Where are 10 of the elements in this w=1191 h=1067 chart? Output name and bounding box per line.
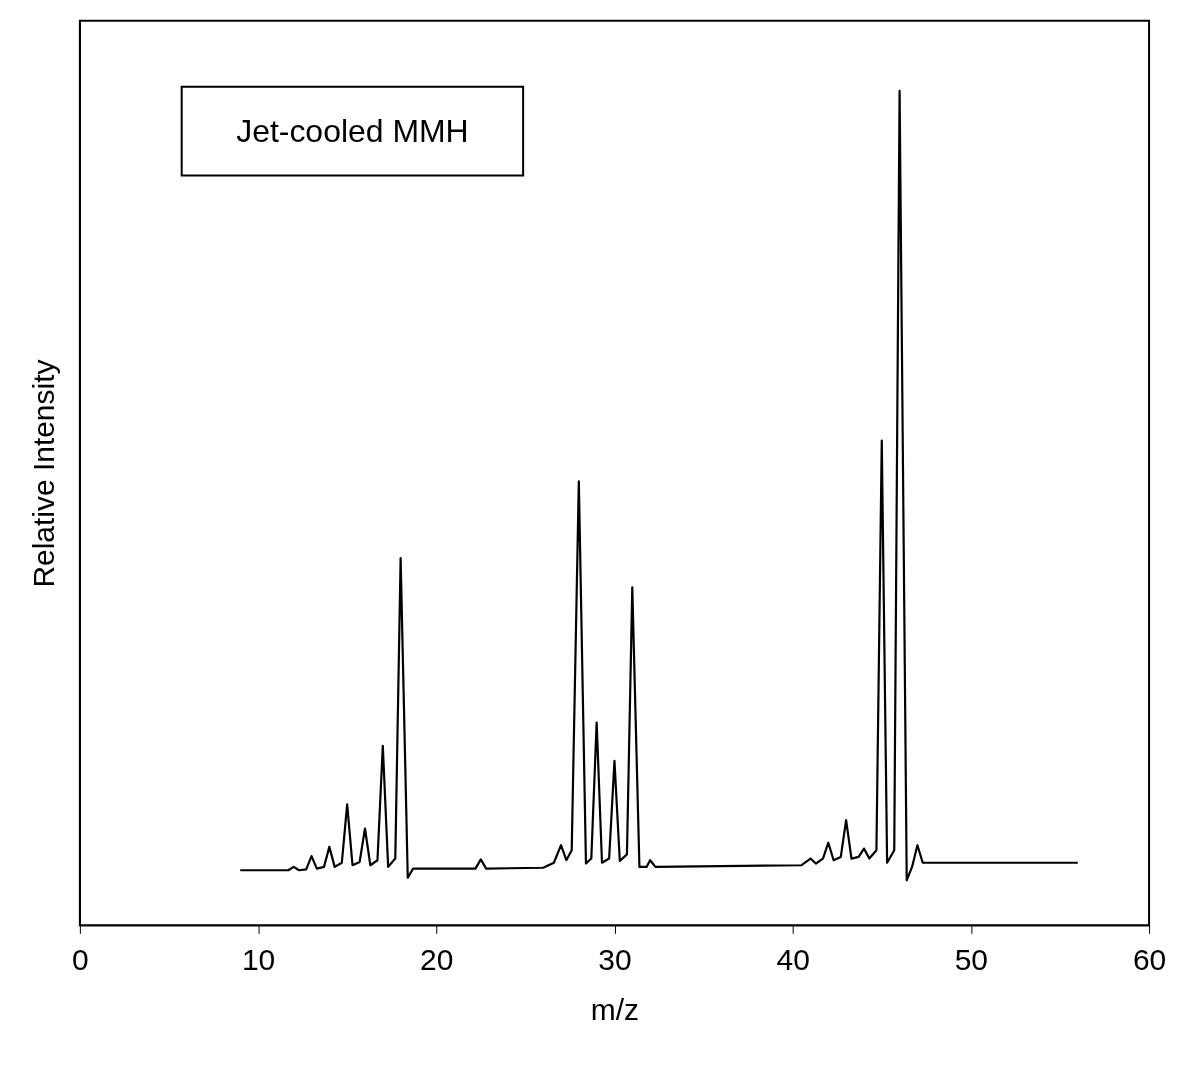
x-tick-label: 10 bbox=[241, 942, 276, 976]
x-tick-label: 50 bbox=[954, 942, 989, 976]
x-axis-title: m/z bbox=[590, 992, 640, 1026]
x-tick-label: 60 bbox=[1132, 942, 1167, 976]
x-tick-label: 0 bbox=[72, 942, 89, 976]
x-tick-label: 20 bbox=[420, 942, 454, 976]
annotation: Jet-cooled MMH bbox=[236, 112, 469, 149]
x-tick-label: 30 bbox=[598, 942, 632, 976]
x-tick-label: 40 bbox=[776, 942, 810, 976]
y-axis-title: Relative Intensity bbox=[27, 359, 61, 588]
